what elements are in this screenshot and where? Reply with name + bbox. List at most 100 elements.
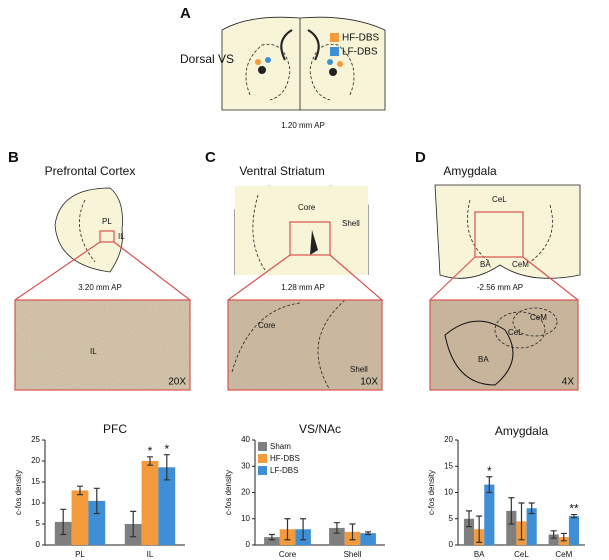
sketch-label: BA <box>480 260 491 269</box>
error-bar <box>93 487 100 515</box>
magnification: 4X <box>562 377 575 388</box>
legend-swatch <box>330 47 339 56</box>
sketch-label: PL <box>102 217 112 226</box>
legend-label: LF-DBS <box>270 466 298 475</box>
significance: * <box>487 464 492 478</box>
bar <box>71 490 89 545</box>
x-tick-label: CeL <box>514 550 529 559</box>
y-tick-label: 20 <box>31 456 40 465</box>
error-bar <box>518 502 525 541</box>
bar <box>329 527 345 545</box>
panel-title: Prefrontal Cortex <box>45 164 136 178</box>
y-tick-label: 15 <box>444 461 453 470</box>
bar <box>141 461 159 545</box>
micro-label: Shell <box>350 365 368 374</box>
legend-swatch <box>258 466 267 475</box>
bar <box>360 533 376 545</box>
region-border <box>231 302 301 373</box>
panel-label: A <box>180 5 191 22</box>
sketch-label: CeL <box>492 195 507 204</box>
micro-label: BA <box>478 355 489 364</box>
y-axis-label: c-fos density <box>224 470 233 515</box>
magnification: 20X <box>168 377 186 388</box>
region-border <box>317 299 346 391</box>
ap-label: 3.20 mm AP <box>78 283 122 292</box>
magnification: 10X <box>360 377 378 388</box>
region-border <box>494 311 546 349</box>
micrograph-texture <box>15 300 190 390</box>
legend-label: HF-DBS <box>342 33 380 44</box>
error-bar <box>466 510 473 528</box>
panel-title: Amygdala <box>443 164 497 178</box>
y-tick-label: 0 <box>36 540 41 549</box>
sketch-label: Shell <box>342 219 360 228</box>
region-border <box>444 320 514 386</box>
y-tick-label: 20 <box>241 488 250 497</box>
y-tick-label: 30 <box>241 461 250 470</box>
micrograph-frame <box>227 299 383 391</box>
y-tick-label: 20 <box>444 435 453 444</box>
zoom-line <box>429 256 579 301</box>
significance: ** <box>569 502 579 516</box>
chart-title: VS/NAc <box>299 422 341 436</box>
x-tick-label: Core <box>279 550 297 559</box>
brain-sketch <box>234 185 369 275</box>
x-tick-label: PL <box>75 550 85 559</box>
bar <box>264 537 280 545</box>
bar <box>568 516 580 545</box>
ap-label: 1.20 mm AP <box>281 121 325 130</box>
error-bar <box>268 533 275 541</box>
error-bar <box>60 508 67 536</box>
y-axis-label: c-fos density <box>14 470 23 515</box>
y-axis-label: c-fos density <box>427 470 436 515</box>
error-bar <box>550 530 557 539</box>
bar <box>526 508 537 545</box>
y-tick-label: 40 <box>241 435 250 444</box>
chart-title: PFC <box>103 422 127 436</box>
region-label: Dorsal VS <box>180 52 234 66</box>
bar <box>158 467 176 545</box>
bar <box>88 500 106 545</box>
x-tick-label: CeM <box>555 550 572 559</box>
bar <box>484 484 495 545</box>
error-bar <box>365 531 372 536</box>
sketch-label: IL <box>118 232 125 241</box>
legend-label: HF-DBS <box>270 454 300 463</box>
error-bar <box>284 518 291 541</box>
micro-label: CeM <box>530 313 547 322</box>
micro-label: Core <box>258 321 276 330</box>
error-bar <box>486 476 493 494</box>
legend-label: Sham <box>270 442 291 451</box>
y-tick-label: 5 <box>449 514 454 523</box>
legend-swatch <box>258 442 267 451</box>
brain-sketch <box>54 187 123 273</box>
micro-label: IL <box>90 347 97 356</box>
y-tick-label: 10 <box>31 498 40 507</box>
zoom-line <box>14 241 191 301</box>
significance: * <box>164 442 169 456</box>
chart-title: Amygdala <box>495 424 549 438</box>
zoom-line <box>227 254 383 301</box>
ap-label: -2.56 mm AP <box>477 283 523 292</box>
bar <box>463 518 475 545</box>
legend-label: LF-DBS <box>342 47 378 58</box>
y-tick-label: 0 <box>449 540 454 549</box>
error-bar <box>333 522 340 534</box>
x-tick-label: Shell <box>344 550 362 559</box>
error-bar <box>560 532 567 542</box>
micrograph-texture <box>228 300 382 390</box>
y-tick-label: 0 <box>246 540 251 549</box>
y-tick-label: 10 <box>444 488 453 497</box>
error-bar <box>147 456 153 466</box>
panel-label: B <box>8 149 19 166</box>
error-bar <box>349 523 356 541</box>
error-bar <box>130 510 137 538</box>
panel-label: C <box>205 149 216 166</box>
micrograph-frame <box>429 299 579 391</box>
brain-sketch <box>221 16 386 111</box>
error-bar <box>476 515 483 543</box>
bar <box>506 510 517 545</box>
sketch-label: Core <box>298 203 316 212</box>
error-bar <box>508 497 515 525</box>
